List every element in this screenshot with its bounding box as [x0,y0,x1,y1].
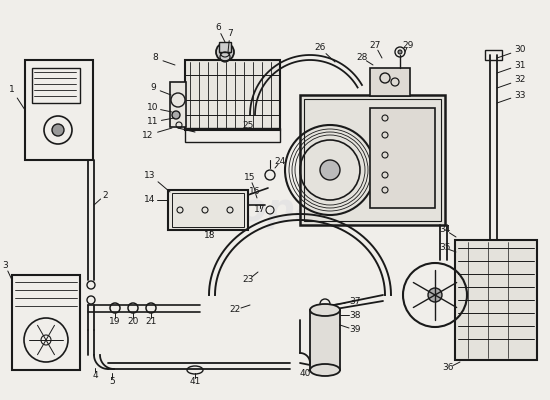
Text: 12: 12 [142,130,153,140]
Bar [300,95,445,225]
Bar [185,128,280,142]
Text: 31: 31 [514,60,526,70]
Ellipse shape [310,304,340,316]
Circle shape [398,50,402,54]
Text: 25: 25 [243,122,254,130]
Bar [168,190,248,230]
Text: 7: 7 [227,28,233,38]
Text: 9: 9 [150,84,156,92]
Bar [25,60,93,160]
Text: 4: 4 [92,370,98,380]
Bar [455,240,537,360]
Text: 30: 30 [514,46,526,54]
Bar [185,60,280,130]
Text: 1: 1 [9,86,15,94]
Text: 5: 5 [109,378,115,386]
Circle shape [216,43,234,61]
Text: 19: 19 [109,318,121,326]
Text: 21: 21 [145,318,157,326]
Text: 20: 20 [127,318,139,326]
Text: 28: 28 [356,54,368,62]
Text: 41: 41 [189,378,201,386]
Text: 22: 22 [229,306,241,314]
Text: 14: 14 [144,196,156,204]
Bar [170,82,186,127]
Bar [32,68,80,103]
Text: 23: 23 [243,276,254,284]
Text: 26: 26 [314,44,326,52]
Text: 40: 40 [299,368,311,378]
Text: 11: 11 [147,118,159,126]
Text: 2: 2 [102,190,108,200]
Bar [172,193,244,227]
Circle shape [172,111,180,119]
Text: 35: 35 [439,244,451,252]
Bar [304,99,441,221]
Text: 38: 38 [349,310,361,320]
Text: 33: 33 [514,90,526,100]
Circle shape [428,288,442,302]
Text: 27: 27 [369,40,381,50]
Bar [485,50,502,60]
Circle shape [320,160,340,180]
Text: 18: 18 [204,230,216,240]
Text: 32: 32 [514,76,526,84]
Text: 17: 17 [254,206,266,214]
Text: 16: 16 [249,188,261,196]
Text: 10: 10 [147,104,159,112]
Circle shape [52,124,64,136]
Text: 3: 3 [2,260,8,270]
Text: 37: 37 [349,298,361,306]
Text: 8: 8 [152,54,158,62]
Text: 6: 6 [215,24,221,32]
Bar [370,108,435,208]
Text: 13: 13 [144,170,156,180]
Bar [12,275,80,370]
Text: 39: 39 [349,326,361,334]
Ellipse shape [310,364,340,376]
Text: 24: 24 [274,158,285,166]
Text: 36: 36 [442,364,454,372]
Text: europarts: europarts [168,191,382,229]
Text: 34: 34 [439,226,450,234]
Text: 15: 15 [244,174,256,182]
Bar [219,42,231,52]
Bar [370,68,410,96]
Bar [310,310,340,370]
Text: 29: 29 [402,40,414,50]
